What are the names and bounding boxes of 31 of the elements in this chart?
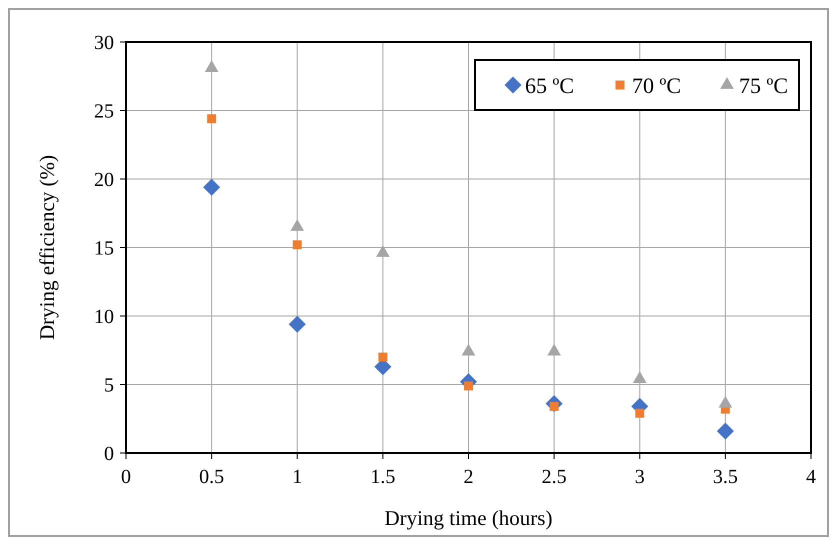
legend-label: 75 ºC xyxy=(739,73,788,98)
x-tick-label: 3.5 xyxy=(712,466,738,488)
point xyxy=(716,422,734,440)
x-axis-title: Drying time (hours) xyxy=(384,506,552,530)
y-tick-label: 0 xyxy=(104,443,114,465)
x-tick-label: 3 xyxy=(634,466,645,488)
y-tick-label: 30 xyxy=(94,32,114,54)
x-tick-label: 1.5 xyxy=(370,466,396,488)
y-tick-label: 20 xyxy=(94,169,114,191)
y-tick-label: 5 xyxy=(104,374,114,396)
x-tick-label: 2.5 xyxy=(542,466,567,488)
point xyxy=(378,352,388,362)
legend-label: 65 ºC xyxy=(525,73,574,98)
point xyxy=(635,408,644,418)
x-tick-label: 2 xyxy=(464,466,474,488)
x-tick-label: 0.5 xyxy=(199,466,224,488)
point xyxy=(292,240,302,250)
point xyxy=(288,316,306,333)
x-tick-label: 4 xyxy=(806,466,816,488)
x-tick-label: 1 xyxy=(292,466,302,488)
y-axis-title: Drying efficiency (%) xyxy=(35,154,59,340)
x-tick-label: 0 xyxy=(121,466,131,488)
y-tick-label: 15 xyxy=(94,238,114,260)
legend-label: 70 ºC xyxy=(632,73,681,98)
y-tick-label: 25 xyxy=(94,100,114,122)
point xyxy=(203,178,220,196)
y-tick-label: 10 xyxy=(94,306,114,328)
point xyxy=(207,114,216,124)
point xyxy=(290,219,304,231)
point xyxy=(464,381,473,390)
point xyxy=(204,60,218,72)
